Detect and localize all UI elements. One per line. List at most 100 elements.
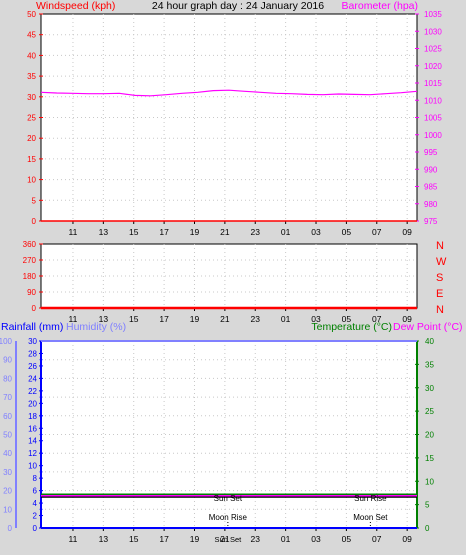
compass-label: S — [436, 272, 443, 284]
x-tick-label: 21 — [220, 314, 230, 324]
humidity-tick-label: 60 — [3, 412, 12, 421]
x-tick-label: 07 — [372, 534, 382, 544]
windspeed-tick-label: 45 — [27, 31, 36, 40]
compass-label: E — [436, 288, 443, 300]
x-tick-label: 11 — [69, 534, 78, 544]
barometer-tick-label: 980 — [424, 200, 438, 209]
x-tick-label: 05 — [342, 534, 352, 544]
barometer-tick-label: 1000 — [424, 131, 442, 140]
rain-tick-label: 8 — [33, 474, 38, 483]
rain-tick-label: 18 — [28, 412, 37, 421]
temperature-tick-label: 20 — [425, 431, 434, 440]
barometer-tick-label: 1010 — [424, 96, 442, 105]
humidity-tick-label: 90 — [3, 356, 12, 365]
temperature-tick-label: 30 — [425, 384, 434, 393]
compass-label: N — [436, 240, 444, 252]
barometer-tick-label: 1025 — [424, 45, 442, 54]
x-tick-label: 11 — [69, 227, 78, 237]
barometer-tick-label: 1015 — [424, 79, 442, 88]
direction-tick-label: 0 — [32, 304, 37, 313]
rain-tick-label: 0 — [33, 524, 38, 533]
x-tick-label: 13 — [99, 227, 109, 237]
barometer-line — [40, 89, 418, 97]
direction-tick-label: 270 — [23, 256, 37, 265]
windspeed-tick-label: 0 — [32, 217, 37, 226]
x-tick-label: 17 — [159, 534, 169, 544]
temperature-tick-label: 35 — [425, 360, 434, 369]
temperature-tick-label: 5 — [425, 501, 430, 510]
rain-tick-label: 12 — [28, 449, 37, 458]
windspeed-tick-label: 5 — [32, 196, 37, 205]
x-tick-label: 19 — [190, 227, 200, 237]
rain-tick-label: 2 — [33, 512, 38, 521]
direction-tick-label: 180 — [23, 272, 37, 281]
x-tick-label: 21 — [220, 534, 230, 544]
x-tick-label: 13 — [99, 314, 109, 324]
x-tick-label: 19 — [190, 534, 200, 544]
humidity-axis-label: Humidity (%) — [66, 321, 126, 333]
rain-tick-label: 28 — [28, 349, 37, 358]
windspeed-axis-label: Windspeed (kph) — [36, 0, 115, 12]
barometer-axis-label: Barometer (hpa) — [342, 0, 418, 12]
direction-tick-label: 360 — [23, 240, 37, 249]
x-tick-label: 03 — [311, 227, 321, 237]
windspeed-tick-label: 35 — [27, 72, 36, 81]
barometer-tick-label: 1035 — [424, 10, 442, 19]
barometer-tick-label: 1005 — [424, 114, 442, 123]
barometer-tick-label: 975 — [424, 217, 438, 226]
x-tick-label: 03 — [311, 534, 321, 544]
humidity-tick-label: 50 — [3, 431, 12, 440]
barometer-tick-label: 995 — [424, 148, 438, 157]
rain-tick-label: 14 — [28, 437, 37, 446]
temperature-tick-label: 10 — [425, 477, 434, 486]
humidity-tick-label: 100 — [0, 337, 13, 346]
x-tick-label: 23 — [251, 314, 261, 324]
humidity-tick-label: 80 — [3, 374, 12, 383]
humidity-tick-label: 0 — [8, 524, 13, 533]
x-tick-label: 01 — [281, 227, 291, 237]
x-tick-label: 07 — [372, 314, 382, 324]
x-tick-label: 09 — [402, 314, 412, 324]
event-label: Moon Rise — [209, 513, 248, 522]
x-tick-label: 13 — [99, 534, 109, 544]
rain-tick-label: 20 — [28, 399, 37, 408]
rain-tick-label: 16 — [28, 424, 37, 433]
x-tick-label: 09 — [402, 534, 412, 544]
dewpoint-axis-label: Dew Point (°C) — [393, 321, 463, 333]
chart-title: 24 hour graph day : 24 January 2016 — [152, 0, 324, 12]
x-tick-label: 15 — [129, 227, 139, 237]
x-tick-label: 19 — [190, 314, 200, 324]
x-tick-label: 21 — [220, 227, 230, 237]
direction-tick-label: 90 — [27, 288, 36, 297]
compass-label: N — [436, 304, 444, 316]
rain-tick-label: 4 — [33, 499, 38, 508]
event-label: Sun Set — [214, 494, 243, 503]
x-tick-label: 17 — [159, 227, 169, 237]
x-event-label: Sun Set — [215, 535, 243, 544]
x-tick-label: 07 — [372, 227, 382, 237]
temperature-tick-label: 40 — [425, 337, 434, 346]
rain-tick-label: 26 — [28, 362, 37, 371]
temperature-axis-label: Temperature (°C) — [311, 321, 392, 333]
temperature-tick-label: 25 — [425, 407, 434, 416]
windspeed-tick-label: 10 — [27, 176, 36, 185]
temperature-tick-label: 0 — [425, 524, 430, 533]
x-tick-label: 01 — [281, 314, 291, 324]
x-tick-label: 15 — [129, 314, 139, 324]
windspeed-tick-label: 50 — [27, 10, 36, 19]
rain-tick-label: 24 — [28, 374, 37, 383]
x-tick-label: 01 — [281, 534, 291, 544]
x-tick-label: 23 — [251, 534, 261, 544]
windspeed-tick-label: 15 — [27, 155, 36, 164]
barometer-tick-label: 990 — [424, 165, 438, 174]
temperature-tick-label: 15 — [425, 454, 434, 463]
humidity-tick-label: 20 — [3, 487, 12, 496]
x-tick-label: 23 — [251, 227, 261, 237]
event-label: Sun Rise — [354, 494, 387, 503]
barometer-tick-label: 1030 — [424, 27, 442, 36]
rain-tick-label: 22 — [28, 387, 37, 396]
x-tick-label: 05 — [342, 227, 352, 237]
humidity-tick-label: 30 — [3, 468, 12, 477]
